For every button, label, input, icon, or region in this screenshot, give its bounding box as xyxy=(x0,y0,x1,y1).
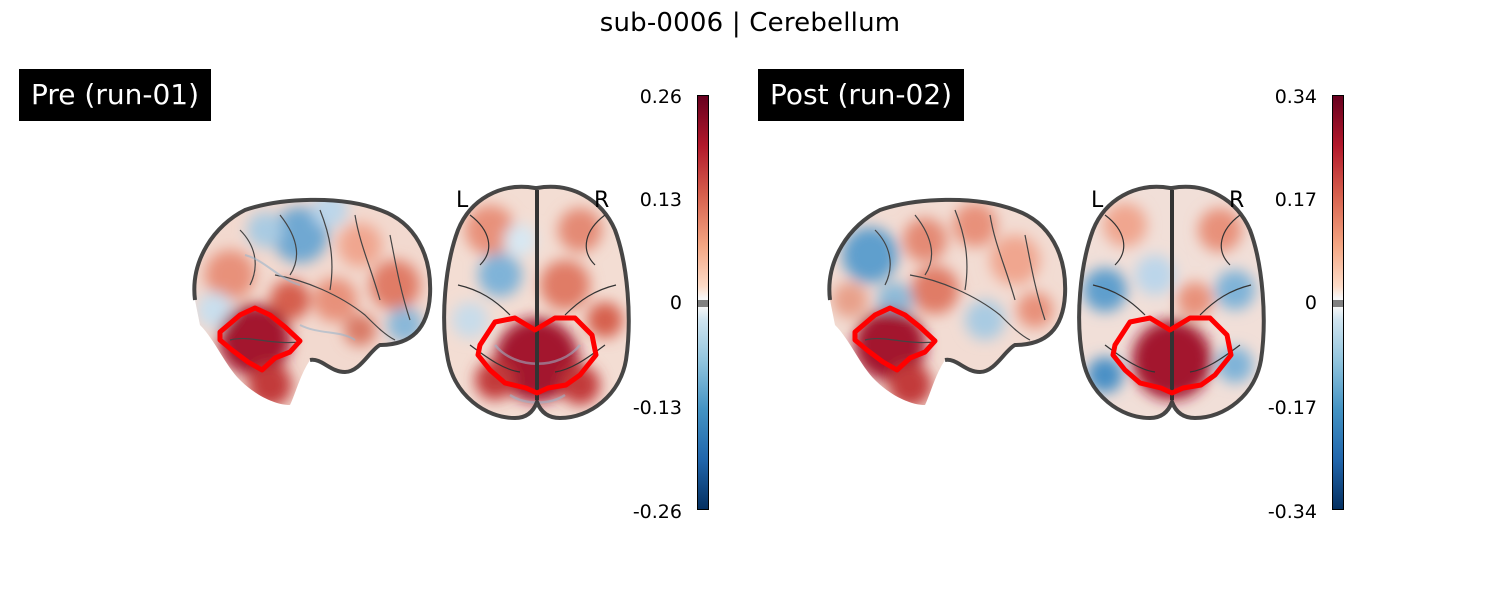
figure-title: sub-0006 | Cerebellum xyxy=(599,8,901,38)
brain-views xyxy=(827,184,1266,421)
colorbar-tick: 0.13 xyxy=(639,189,682,211)
sagittal-roi-outline xyxy=(217,305,303,373)
colorbar-threshold-band xyxy=(1333,300,1343,307)
colorbar-tick: 0.34 xyxy=(1274,86,1317,108)
right-orientation-label: R xyxy=(1229,188,1245,213)
sagittal-outline xyxy=(827,197,1068,375)
colorbar-tick: -0.13 xyxy=(632,397,682,419)
sagittal-outline xyxy=(192,197,433,375)
colorbar-tick: 0 xyxy=(1304,292,1317,314)
colorbar-tick: -0.34 xyxy=(1267,501,1317,523)
colorbar xyxy=(697,95,709,510)
colorbar-tick: -0.26 xyxy=(632,501,682,523)
left-orientation-label: L xyxy=(1091,188,1104,213)
brain-views xyxy=(192,184,631,421)
colorbar-tick: 0 xyxy=(669,292,682,314)
panel-pre: Pre (run-01) xyxy=(0,0,740,600)
axial-outline xyxy=(1077,184,1266,421)
colorbar-ticks: 0.26 0.13 0 -0.13 -0.26 xyxy=(582,0,682,600)
panel-title: Pre (run-01) xyxy=(19,69,211,121)
panel-title: Post (run-02) xyxy=(758,69,965,121)
colorbar-tick: 0.17 xyxy=(1274,189,1317,211)
axial-outline xyxy=(442,184,631,421)
axial-roi-outline xyxy=(475,315,599,396)
colorbar-tick: 0.26 xyxy=(639,86,682,108)
colorbar xyxy=(1332,95,1344,510)
right-orientation-label: R xyxy=(594,188,610,213)
colorbar-ticks: 0.34 0.17 0 -0.17 -0.34 xyxy=(1217,0,1317,600)
axial-roi-outline xyxy=(1110,315,1234,396)
sagittal-roi-outline xyxy=(852,305,938,373)
colorbar-tick: -0.17 xyxy=(1267,397,1317,419)
panel-post: Post (run-02) xyxy=(635,0,1375,600)
left-orientation-label: L xyxy=(456,188,469,213)
colorbar-threshold-band xyxy=(698,300,708,307)
